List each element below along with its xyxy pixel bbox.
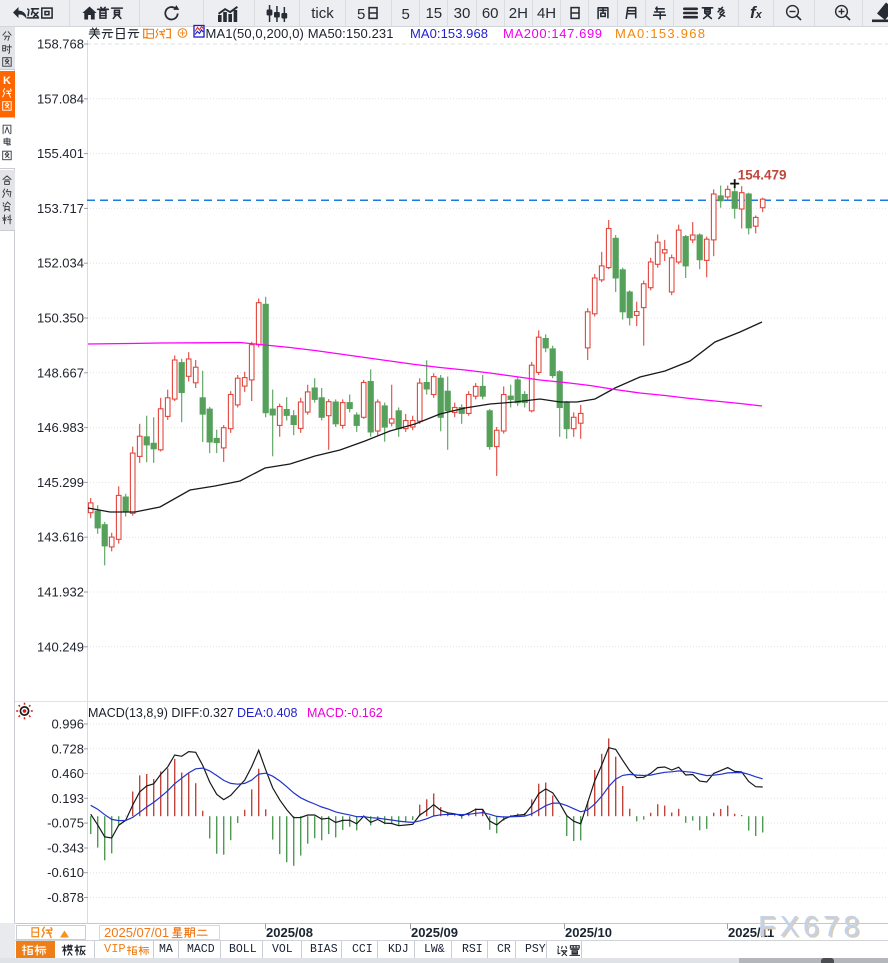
svg-text:5: 5 [357,6,365,23]
svg-text:MACD:-0.162: MACD:-0.162 [307,706,383,720]
svg-text:148.667: 148.667 [37,365,84,380]
svg-text:2025/08: 2025/08 [266,925,313,940]
svg-text:MA200:147.699: MA200:147.699 [503,26,602,41]
svg-text:0.460: 0.460 [51,766,84,781]
svg-text:MA0:153.968: MA0:153.968 [410,26,488,41]
svg-text:2025/10: 2025/10 [565,925,612,940]
svg-text:157.084: 157.084 [37,91,84,106]
svg-text:K: K [3,75,11,87]
svg-text:146.983: 146.983 [37,420,84,435]
svg-text:141.932: 141.932 [37,585,84,600]
svg-text:2025/11: 2025/11 [728,925,774,940]
svg-text:143.616: 143.616 [37,530,84,545]
svg-text:2025/07/01: 2025/07/01 [104,925,169,940]
svg-text:150.350: 150.350 [37,311,84,326]
svg-text:MACD(13,8,9) DIFF:0.327: MACD(13,8,9) DIFF:0.327 [88,706,234,720]
svg-text:2025/09: 2025/09 [411,925,458,940]
svg-text:-0.075: -0.075 [47,816,84,831]
svg-text:153.717: 153.717 [37,201,84,216]
svg-text:-0.610: -0.610 [47,865,84,880]
svg-text:-0.878: -0.878 [47,890,84,905]
svg-text:154.479: 154.479 [738,168,787,183]
svg-text:152.034: 152.034 [37,256,84,271]
svg-text:MA0:153.968: MA0:153.968 [615,26,705,41]
svg-text:145.299: 145.299 [37,475,84,490]
svg-text:0.193: 0.193 [51,791,84,806]
svg-text:158.768: 158.768 [37,37,84,52]
svg-text:DEA:0.408: DEA:0.408 [237,706,298,720]
svg-text:155.401: 155.401 [37,146,84,161]
svg-text:5: 5 [402,6,410,23]
svg-text:0.996: 0.996 [51,717,84,732]
svg-text:140.249: 140.249 [37,639,84,654]
svg-text:-0.343: -0.343 [47,841,84,856]
svg-text:MA1(50,0,200,0) MA50:150.231: MA1(50,0,200,0) MA50:150.231 [206,26,394,41]
svg-text:0.728: 0.728 [51,741,84,756]
